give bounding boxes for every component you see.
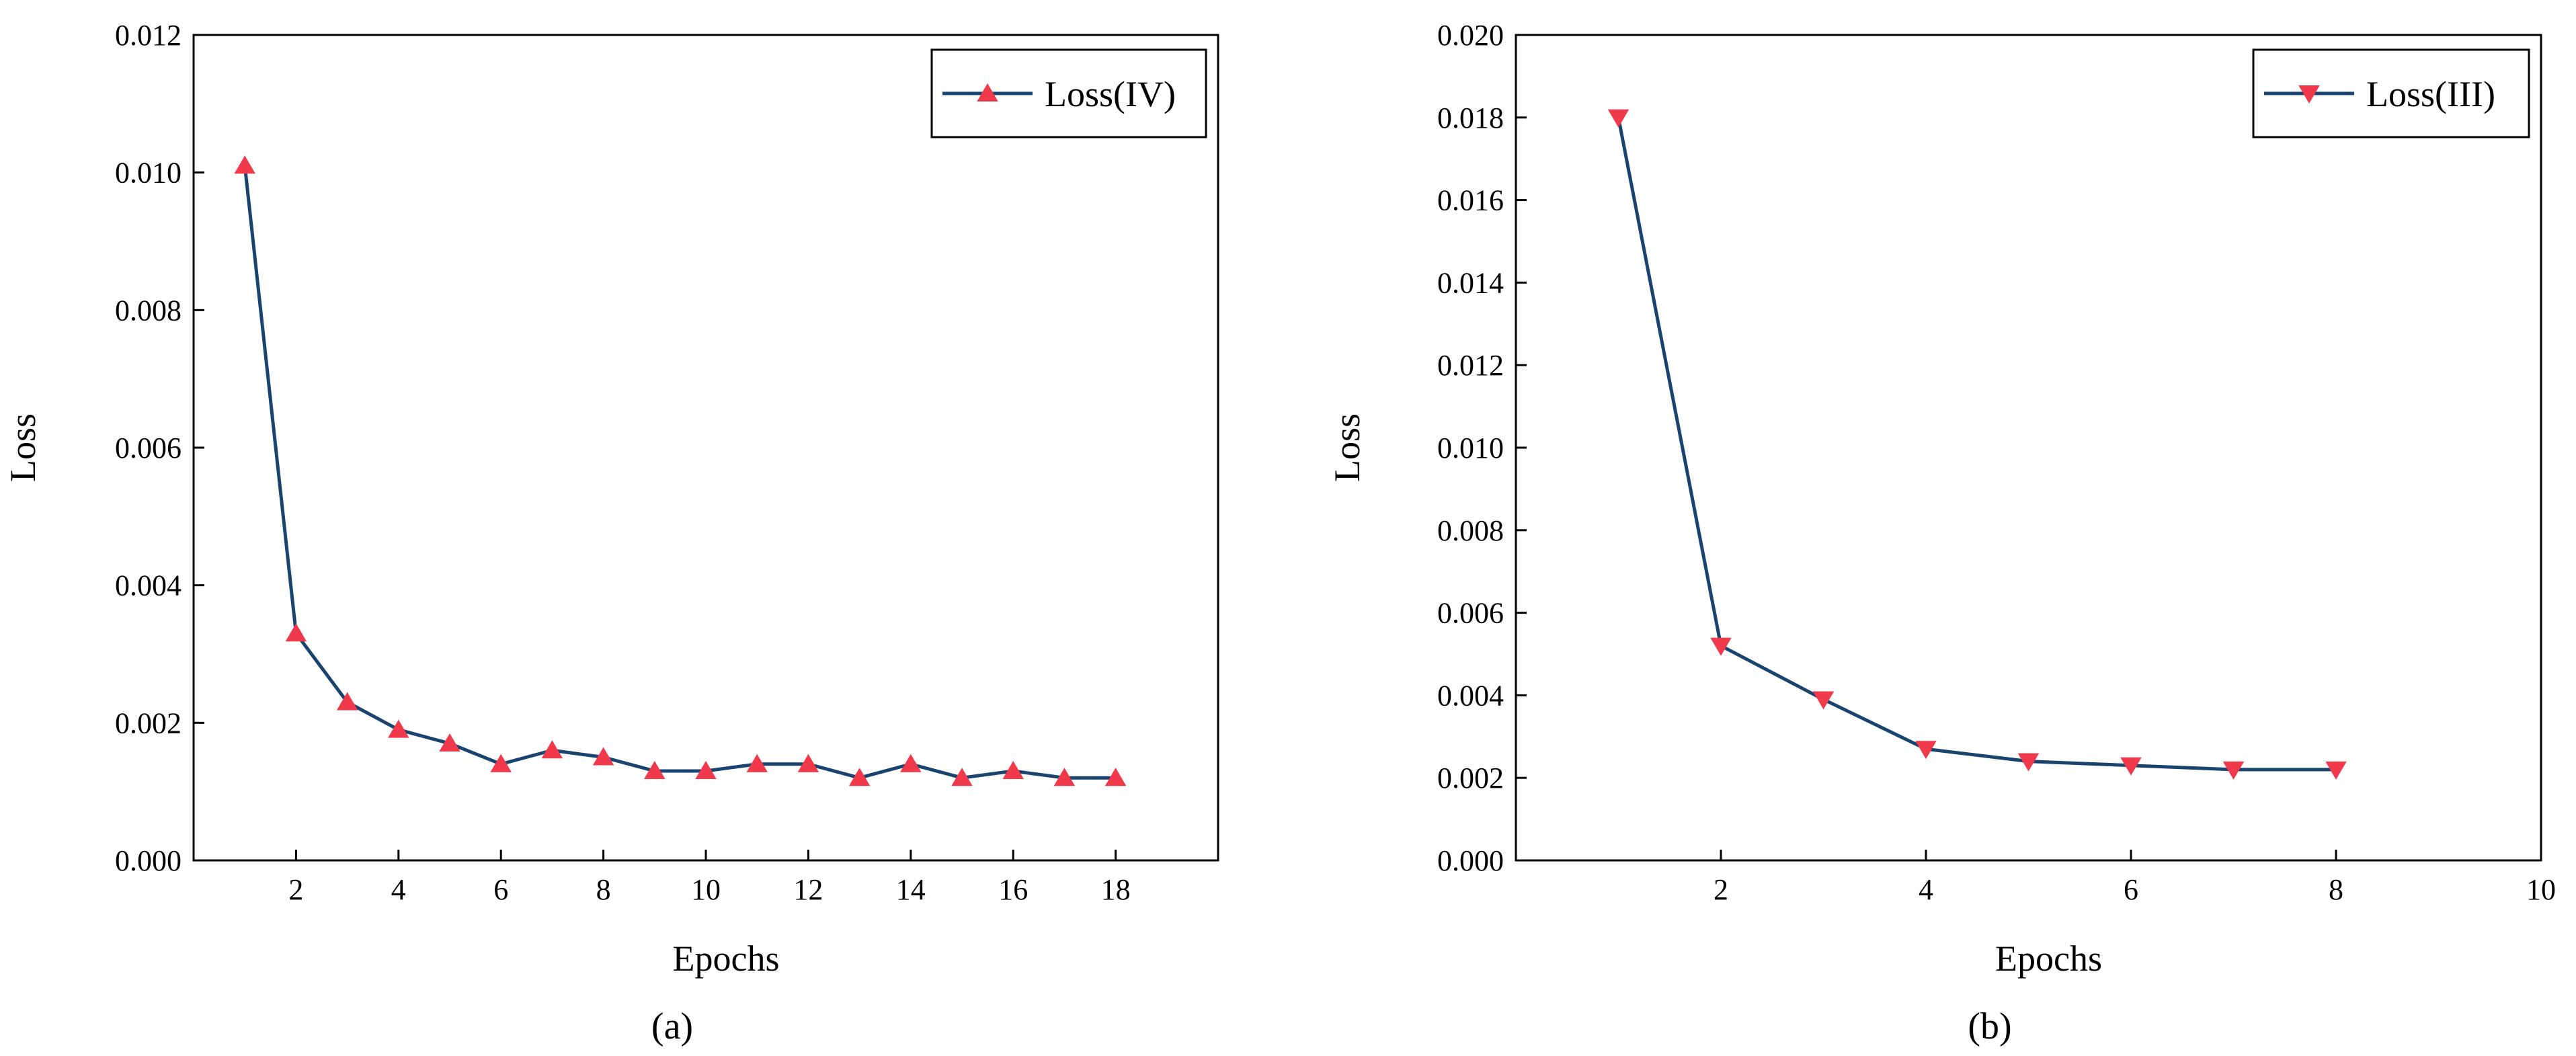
data-point-marker [592,747,614,766]
y-tick-label: 0.014 [1437,266,1504,299]
panel-caption: (b) [1968,1006,2011,1047]
y-axis-title: Loss [1327,413,1367,482]
y-tick-label: 0.006 [115,432,182,464]
data-point-marker [1812,691,1835,710]
plot-frame [192,34,1219,862]
data-point-marker [1915,741,1937,760]
y-tick-label: 0.008 [1437,514,1504,547]
legend: Loss(III) [2252,48,2530,138]
data-point-marker [234,155,255,174]
data-point-marker [1053,768,1076,786]
data-point-marker [2017,753,2040,772]
data-point-marker [1710,637,1732,656]
data-point-marker [644,760,666,779]
data-point-marker [388,719,409,738]
data-point-marker [1104,768,1127,786]
x-tick-label: 6 [493,873,508,906]
chart-panel-a: 0.000 0.002 0.004 0.006 0.008 0.010 0.012 2 4 6 8 1… [3,19,1219,1047]
x-tick-label: 6 [2124,873,2138,906]
y-tick-label: 0.000 [115,844,182,877]
data-point-marker [285,623,307,642]
x-tick-label: 14 [896,873,926,906]
data-point-marker [900,754,922,772]
panel-caption: (a) [651,1006,693,1047]
y-tick-label: 0.012 [115,19,182,52]
legend-marker [2298,85,2320,104]
series-line [243,165,1116,780]
series-line [1617,117,2336,772]
data-point-marker [951,768,973,786]
data-point-marker [2325,761,2347,780]
x-axis-title: Epochs [1995,938,2102,979]
y-tick-label: 0.012 [1437,349,1504,382]
y-tick-label: 0.002 [115,706,182,739]
data-point-marker [1002,760,1024,779]
y-tick-label: 0.000 [1437,844,1504,877]
data-point-marker [848,768,871,786]
chart-panel-b: 0.000 0.002 0.004 0.006 0.008 0.010 0.012 0.014… [1327,19,2556,1047]
x-tick-label: 10 [691,873,721,906]
x-tick-label: 2 [1714,873,1728,906]
data-point-marker [2120,757,2142,776]
y-axis-title: Loss [3,413,43,482]
y-tick-label: 0.018 [1437,101,1504,134]
y-tick-label: 0.002 [1437,762,1504,795]
data-point-marker [797,754,819,772]
y-tick-label: 0.004 [1437,679,1504,712]
plot-frame [1515,34,2542,862]
y-tick-label: 0.010 [115,157,182,190]
x-tick-label: 4 [1919,873,1933,906]
data-point-marker [695,760,717,779]
legend: Loss(IV) [930,48,1207,138]
data-point-marker [746,754,768,772]
y-tick-label: 0.008 [115,294,182,327]
y-tick-label: 0.004 [115,569,182,602]
x-tick-label: 12 [793,873,823,906]
data-point-marker [336,692,358,710]
x-tick-label: 18 [1101,873,1131,906]
data-point-marker [541,740,563,759]
y-tick-label: 0.006 [1437,597,1504,630]
y-tick-label: 0.010 [1437,432,1504,464]
y-tick-label: 0.016 [1437,184,1504,217]
data-point-marker [439,733,460,752]
x-tick-label: 2 [288,873,303,906]
legend-label: Loss(III) [2366,74,2495,114]
data-point-marker [490,754,512,772]
y-tick-label: 0.020 [1437,19,1504,52]
x-tick-label: 8 [596,873,611,906]
data-point-marker [1607,109,1629,128]
x-tick-label: 4 [391,873,406,906]
legend-marker [977,83,998,101]
legend-label: Loss(IV) [1045,74,1176,114]
x-tick-label: 10 [2526,873,2556,906]
data-point-marker [2222,761,2245,780]
x-tick-label: 8 [2329,873,2343,906]
x-tick-label: 16 [998,873,1028,906]
x-axis-title: Epochs [673,938,780,979]
